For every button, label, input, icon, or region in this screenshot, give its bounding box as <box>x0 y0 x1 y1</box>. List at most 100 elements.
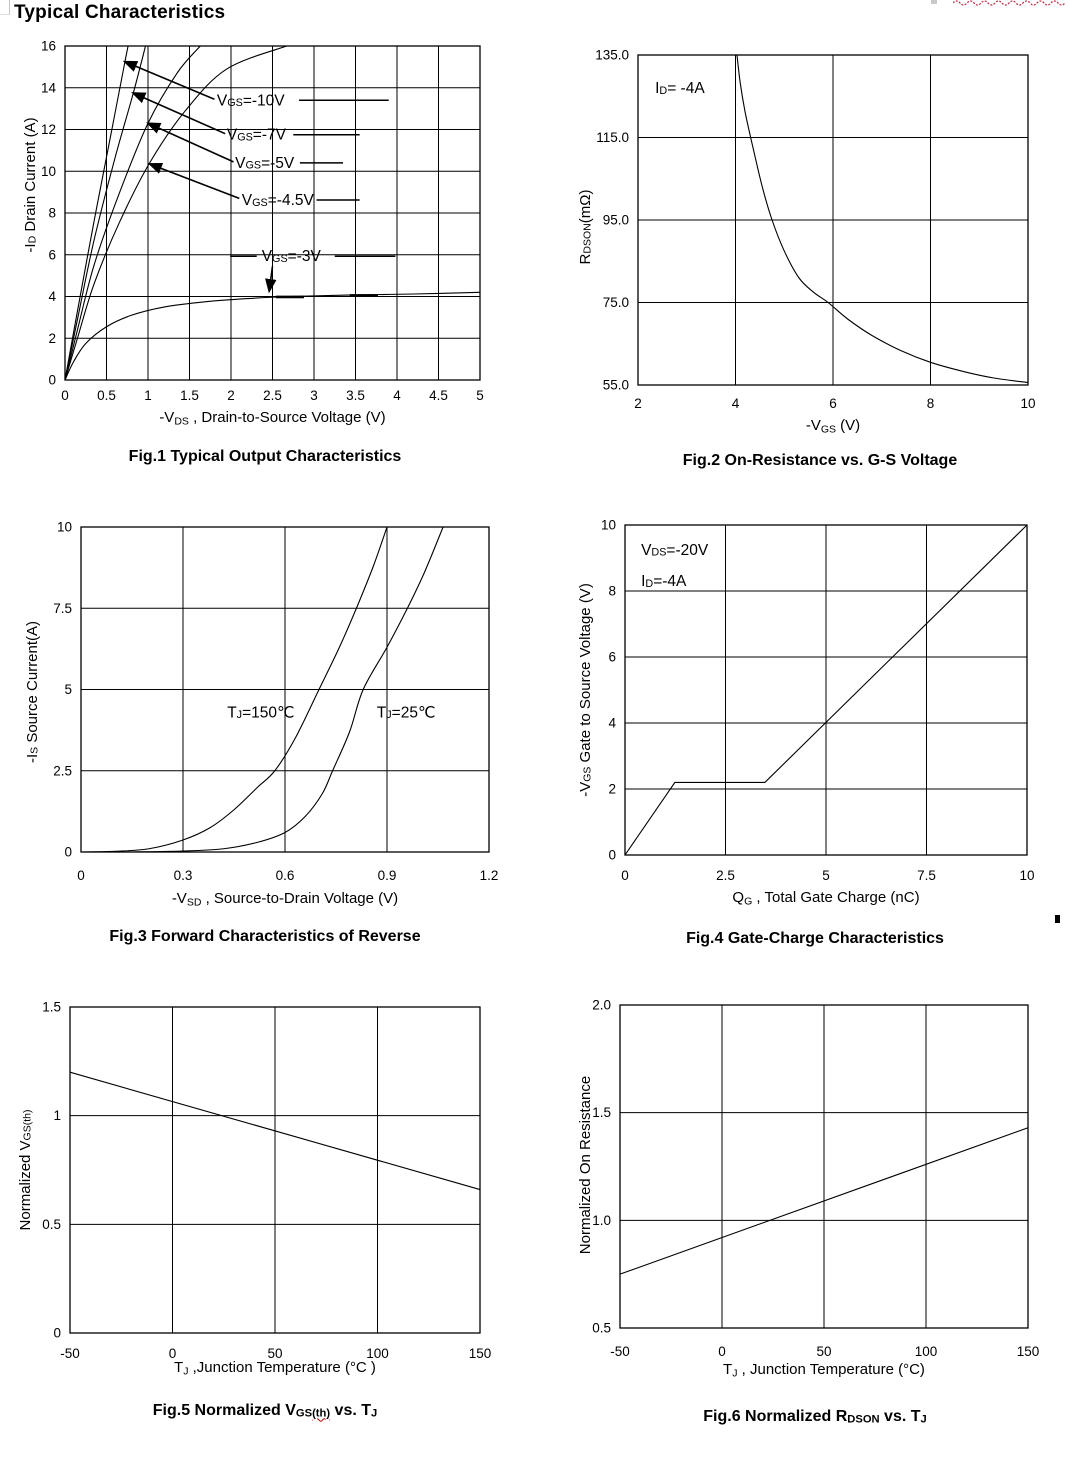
fig2-y-tick-label: 55.0 <box>603 378 629 393</box>
fig2-y-tick-label: 75.0 <box>603 295 629 310</box>
fig3-label-tj-150c: TJ=150℃ <box>227 704 294 721</box>
fig5-y-tick-label: 1.5 <box>42 1000 61 1015</box>
fig2-caption-segment: Fig.2 On-Resistance vs. G-S Voltage <box>682 452 958 469</box>
fig1-y-tick-label: 16 <box>41 39 56 54</box>
fig1-x-tick-label: 0.5 <box>97 388 116 403</box>
fig3-y-tick-label: 7.5 <box>53 601 72 616</box>
gray-mark-artifact <box>931 0 937 4</box>
fig2-label-id-4a: ID= -4A <box>655 80 705 97</box>
fig1-x-tick-label: 4 <box>393 388 401 403</box>
fig2-y-tick-label: 135.0 <box>595 48 629 63</box>
fig6-y-tick-label: 1.5 <box>592 1105 611 1120</box>
fig6-y-tick-label: 2.0 <box>592 998 611 1013</box>
fig4-x-axis-label: QG , Total Gate Charge (nC) <box>732 889 919 908</box>
fig5-caption-segment: (th) <box>312 1407 331 1420</box>
fig3-y-tick-label: 2.5 <box>53 763 72 778</box>
fig5-caption-segment: Fig.5 Normalized V <box>152 1402 296 1419</box>
fig4-y-tick-label: 10 <box>601 518 616 533</box>
fig1-annotation-arrow <box>131 92 226 135</box>
fig3-y-tick-label: 5 <box>64 682 72 697</box>
fig3-x-tick-label: 0.9 <box>378 868 397 883</box>
fig3-x-axis-label: -VSD , Source-to-Drain Voltage (V) <box>172 890 398 909</box>
fig3-series-tj-25c <box>131 526 444 853</box>
fig2-x-tick-label: 2 <box>634 396 642 411</box>
fig1-chart: 0 0.5 1 1.5 2 2.5 3 3.5 4 4.5 5 0 2 4 6 8 10 12 14 16 -VDS ,… <box>22 39 484 428</box>
fig1-label-vgs-4.5v: VGS=-4.5V <box>242 192 315 209</box>
fig1-x-tick-label: 4.5 <box>429 388 448 403</box>
fig2-grid <box>638 55 1028 385</box>
fig3-x-tick-label: 0.6 <box>276 868 295 883</box>
fig4-chart: 0 2.5 5 7.5 10 0 2 4 6 8 10 QG , Total Gate Charge … <box>577 518 1035 908</box>
fig4-x-tick-label: 7.5 <box>917 868 936 883</box>
fig4-plot-border <box>624 524 1028 856</box>
fig5-series-normalized-vgsth <box>69 1071 481 1191</box>
fig1-y-axis-label: -ID Drain Current (A) <box>22 117 39 252</box>
fig2-series-rdson-vs-vgs <box>736 54 1029 384</box>
fig5-y-tick-label: 0.5 <box>42 1217 61 1232</box>
fig3-label-tj-25c: TJ=25℃ <box>377 704 436 721</box>
fig6-caption: Fig.6 Normalized RDSON vs. TJ <box>590 1408 1040 1426</box>
fig6-x-tick-label: 0 <box>718 1344 726 1359</box>
fig6-caption-segment: DSON <box>847 1413 880 1426</box>
fig1-series-vgs-4.5v <box>64 45 287 381</box>
fig6-caption-segment: J <box>920 1413 927 1426</box>
fig5-caption-segment: J <box>371 1407 378 1420</box>
fig1-series-vgs-5v <box>64 45 201 381</box>
fig1-y-tick-label: 4 <box>48 289 56 304</box>
fig3-caption: Fig.3 Forward Characteristics of Reverse <box>40 928 490 946</box>
fig1-label-vgs-5v: VGS=-5V <box>235 154 295 171</box>
fig3-x-tick-label: 0 <box>77 868 85 883</box>
fig4-y-tick-label: 0 <box>608 848 616 863</box>
fig1-grid <box>65 46 480 380</box>
fig1-x-tick-label: 2.5 <box>263 388 282 403</box>
fig6-series-normalized-rdson <box>619 1127 1029 1275</box>
fig2-x-tick-label: 8 <box>927 396 935 411</box>
fig6-plot-border <box>619 1004 1029 1329</box>
fig2-y-tick-label: 115.0 <box>596 130 629 145</box>
fig5-y-tick-label: 1 <box>53 1108 61 1123</box>
fig3-x-tick-label: 0.3 <box>174 868 193 883</box>
fig1-annotation-arrow <box>147 162 240 200</box>
fig1-y-tick-label: 10 <box>41 164 56 179</box>
fig5-x-tick-label: 150 <box>469 1346 492 1361</box>
fig6-y-tick-label: 0.5 <box>592 1321 611 1336</box>
fig3-y-tick-label: 10 <box>57 520 72 535</box>
fig1-label-vgs-3v: VGS=-3V <box>262 248 322 265</box>
corner-artifact <box>0 0 10 15</box>
fig1-x-axis-label: -VDS , Drain-to-Source Voltage (V) <box>159 409 385 428</box>
fig4-series-gate-charge <box>624 524 1028 856</box>
fig6-x-tick-label: 150 <box>1017 1344 1040 1359</box>
fig4-label-id-4a: ID=-4A <box>641 573 687 590</box>
fig1-x-tick-label: 3 <box>310 388 318 403</box>
fig6-x-axis-label: TJ , Junction Temperature (°C) <box>723 1361 925 1380</box>
fig1-label-vgs-10v: VGS=-10V <box>217 92 285 109</box>
fig5-x-tick-label: 100 <box>366 1346 389 1361</box>
fig2-x-axis-label: -VGS (V) <box>806 417 860 436</box>
fig6-y-tick-label: 1.0 <box>592 1213 611 1228</box>
fig2-x-tick-label: 6 <box>829 396 837 411</box>
fig4-caption-segment: Fig.4 Gate-Charge Characteristics <box>686 930 944 947</box>
fig4-x-tick-label: 10 <box>1019 868 1034 883</box>
fig2-y-tick-label: 95.0 <box>603 213 629 228</box>
fig3-x-tick-label: 1.2 <box>480 868 499 883</box>
fig6-caption-segment: Fig.6 Normalized R <box>703 1408 848 1425</box>
fig4-y-tick-label: 6 <box>608 650 616 665</box>
fig1-caption: Fig.1 Typical Output Characteristics <box>40 448 490 466</box>
fig4-label-vds-20v: VDS=-20V <box>641 541 709 558</box>
spellcheck-squiggle-artifact <box>953 0 1066 6</box>
page-title: Typical Characteristics <box>14 2 226 23</box>
fig4-y-tick-label: 8 <box>608 584 616 599</box>
fig1-y-tick-label: 12 <box>41 122 56 137</box>
fig1-y-tick-label: 8 <box>48 206 56 221</box>
fig5-chart: -50 0 50 100 150 0 0.5 1 1.5 TJ ,Junction Tempera… <box>17 1000 492 1378</box>
fig1-y-tick-label: 0 <box>48 373 56 388</box>
fig6-x-tick-label: 50 <box>816 1344 831 1359</box>
fig2-y-axis-label: RDSON(mΩ) <box>577 190 594 265</box>
fig3-plot-border <box>80 526 490 853</box>
fig1-x-tick-label: 5 <box>476 388 484 403</box>
fig6-x-tick-label: -50 <box>610 1344 630 1359</box>
fig5-caption: Fig.5 Normalized VGS(th) vs. TJ <box>40 1402 490 1420</box>
fig1-label-vgs-7v: VGS=-7V <box>227 126 287 143</box>
fig4-caption: Fig.4 Gate-Charge Characteristics <box>590 930 1040 948</box>
fig1-x-tick-label: 1.5 <box>180 388 199 403</box>
